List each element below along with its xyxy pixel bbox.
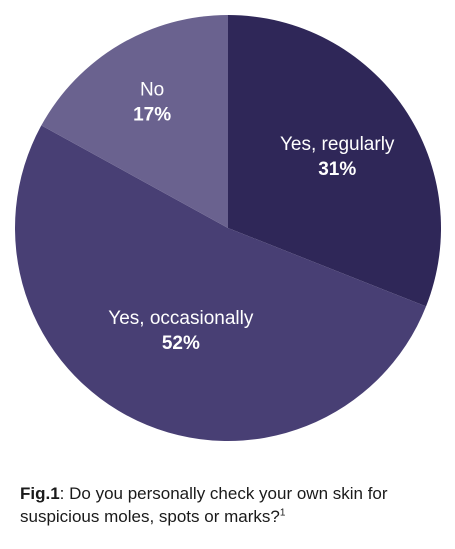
caption-text: : Do you personally check your own skin …	[20, 484, 388, 526]
slice-label: No	[140, 80, 164, 101]
footnote-marker: 1	[279, 507, 286, 519]
pie-slice-no	[41, 15, 228, 228]
slice-value-label: 17%	[133, 105, 171, 126]
slice-label: Yes, regularly	[280, 134, 395, 155]
slice-value-label: 52%	[162, 333, 200, 354]
figure-number: Fig.1	[20, 484, 60, 503]
pie-slice-yes-occasionally	[15, 125, 427, 441]
pie-chart: Yes, regularly 31% Yes, occasionally 52% No 1…	[15, 15, 441, 441]
figure-caption: Fig.1: Do you personally check your own …	[20, 482, 445, 528]
pie-slice-yes-regularly	[228, 15, 441, 307]
slice-label: Yes, occasionally	[108, 308, 254, 329]
pie-labels: Yes, regularly 31% Yes, occasionally 52% No 1…	[108, 80, 395, 355]
slice-value-label: 31%	[318, 159, 356, 180]
pie-slices	[15, 15, 441, 441]
